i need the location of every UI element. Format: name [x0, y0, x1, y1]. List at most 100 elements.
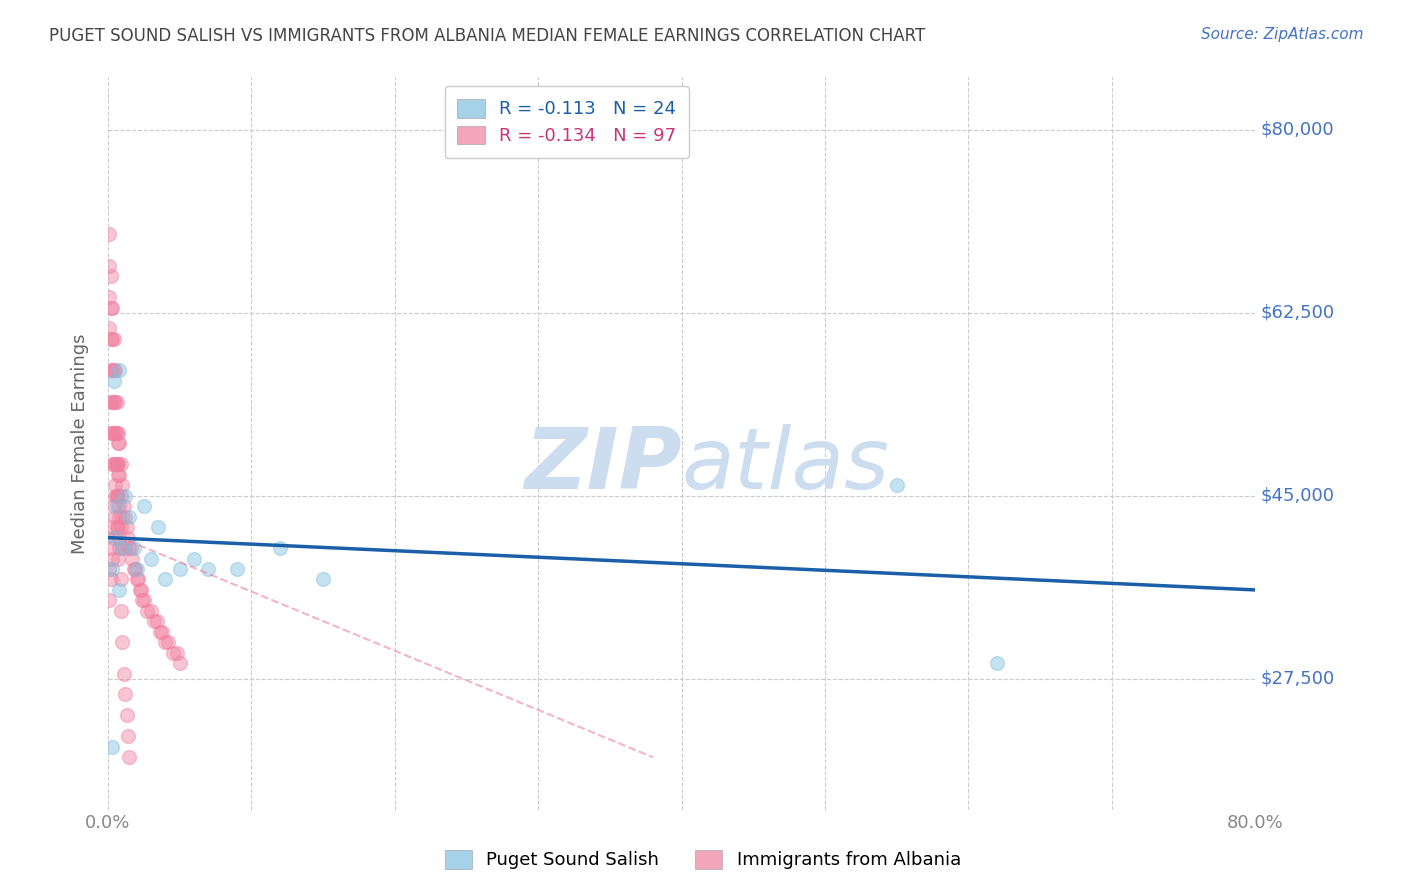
- Point: [155, 635, 177, 649]
- Point: [110, 458, 132, 472]
- Point: [100, 363, 122, 377]
- Point: [312, 573, 335, 587]
- Point: [107, 520, 129, 534]
- Text: $80,000: $80,000: [1261, 120, 1334, 139]
- Point: [103, 425, 125, 440]
- Point: [107, 551, 129, 566]
- Legend: R = -0.113   N = 24, R = -0.134   N = 97: R = -0.113 N = 24, R = -0.134 N = 97: [444, 87, 689, 158]
- Point: [145, 615, 167, 629]
- Point: [108, 541, 131, 555]
- Text: $45,000: $45,000: [1261, 487, 1334, 505]
- Point: [101, 425, 124, 440]
- Point: [128, 582, 150, 597]
- Point: [183, 551, 205, 566]
- Point: [114, 489, 136, 503]
- Point: [98, 562, 121, 576]
- Point: [226, 562, 249, 576]
- Legend: Puget Sound Salish, Immigrants from Albania: Puget Sound Salish, Immigrants from Alba…: [436, 841, 970, 879]
- Point: [114, 509, 136, 524]
- Point: [112, 500, 135, 514]
- Point: [107, 425, 129, 440]
- Point: [886, 478, 908, 492]
- Point: [103, 500, 125, 514]
- Point: [100, 541, 122, 555]
- Point: [152, 624, 174, 639]
- Point: [111, 478, 134, 492]
- Point: [146, 520, 169, 534]
- Point: [110, 573, 132, 587]
- Point: [101, 551, 124, 566]
- Point: [115, 520, 138, 534]
- Point: [103, 458, 125, 472]
- Point: [132, 593, 155, 607]
- Point: [111, 509, 134, 524]
- Point: [121, 551, 143, 566]
- Point: [105, 458, 128, 472]
- Point: [104, 531, 127, 545]
- Point: [101, 332, 124, 346]
- Point: [104, 394, 127, 409]
- Point: [114, 688, 136, 702]
- Text: PUGET SOUND SALISH VS IMMIGRANTS FROM ALBANIA MEDIAN FEMALE EARNINGS CORRELATION: PUGET SOUND SALISH VS IMMIGRANTS FROM AL…: [49, 27, 925, 45]
- Point: [101, 458, 124, 472]
- Point: [112, 666, 135, 681]
- Point: [105, 489, 128, 503]
- Point: [108, 509, 131, 524]
- Point: [105, 425, 128, 440]
- Point: [157, 635, 180, 649]
- Point: [110, 489, 132, 503]
- Point: [103, 531, 125, 545]
- Point: [101, 363, 124, 377]
- Point: [101, 562, 124, 576]
- Point: [111, 541, 134, 555]
- Point: [118, 509, 141, 524]
- Point: [114, 541, 136, 555]
- Point: [111, 541, 134, 555]
- Point: [135, 604, 157, 618]
- Point: [118, 541, 141, 555]
- Text: $27,500: $27,500: [1261, 670, 1336, 688]
- Point: [98, 321, 121, 335]
- Point: [124, 562, 146, 576]
- Point: [104, 509, 127, 524]
- Text: ZIP: ZIP: [524, 424, 682, 507]
- Point: [98, 290, 121, 304]
- Point: [100, 425, 122, 440]
- Point: [105, 520, 128, 534]
- Point: [110, 604, 132, 618]
- Point: [120, 541, 142, 555]
- Point: [108, 363, 131, 377]
- Point: [103, 363, 125, 377]
- Point: [125, 562, 148, 576]
- Point: [108, 436, 131, 450]
- Point: [100, 332, 122, 346]
- Point: [269, 541, 291, 555]
- Point: [197, 562, 219, 576]
- Point: [101, 739, 124, 754]
- Point: [155, 573, 177, 587]
- Point: [98, 593, 121, 607]
- Point: [108, 500, 131, 514]
- Point: [111, 635, 134, 649]
- Text: atlas: atlas: [682, 424, 890, 507]
- Point: [98, 259, 121, 273]
- Point: [986, 656, 1008, 670]
- Point: [101, 301, 124, 315]
- Point: [131, 593, 153, 607]
- Point: [100, 394, 122, 409]
- Point: [107, 489, 129, 503]
- Point: [105, 458, 128, 472]
- Point: [107, 436, 129, 450]
- Text: $62,500: $62,500: [1261, 304, 1334, 322]
- Point: [129, 582, 152, 597]
- Point: [118, 750, 141, 764]
- Point: [122, 541, 145, 555]
- Point: [103, 332, 125, 346]
- Y-axis label: Median Female Earnings: Median Female Earnings: [72, 334, 89, 554]
- Point: [107, 467, 129, 482]
- Point: [142, 615, 165, 629]
- Point: [101, 520, 124, 534]
- Point: [108, 531, 131, 545]
- Point: [105, 500, 128, 514]
- Point: [105, 489, 128, 503]
